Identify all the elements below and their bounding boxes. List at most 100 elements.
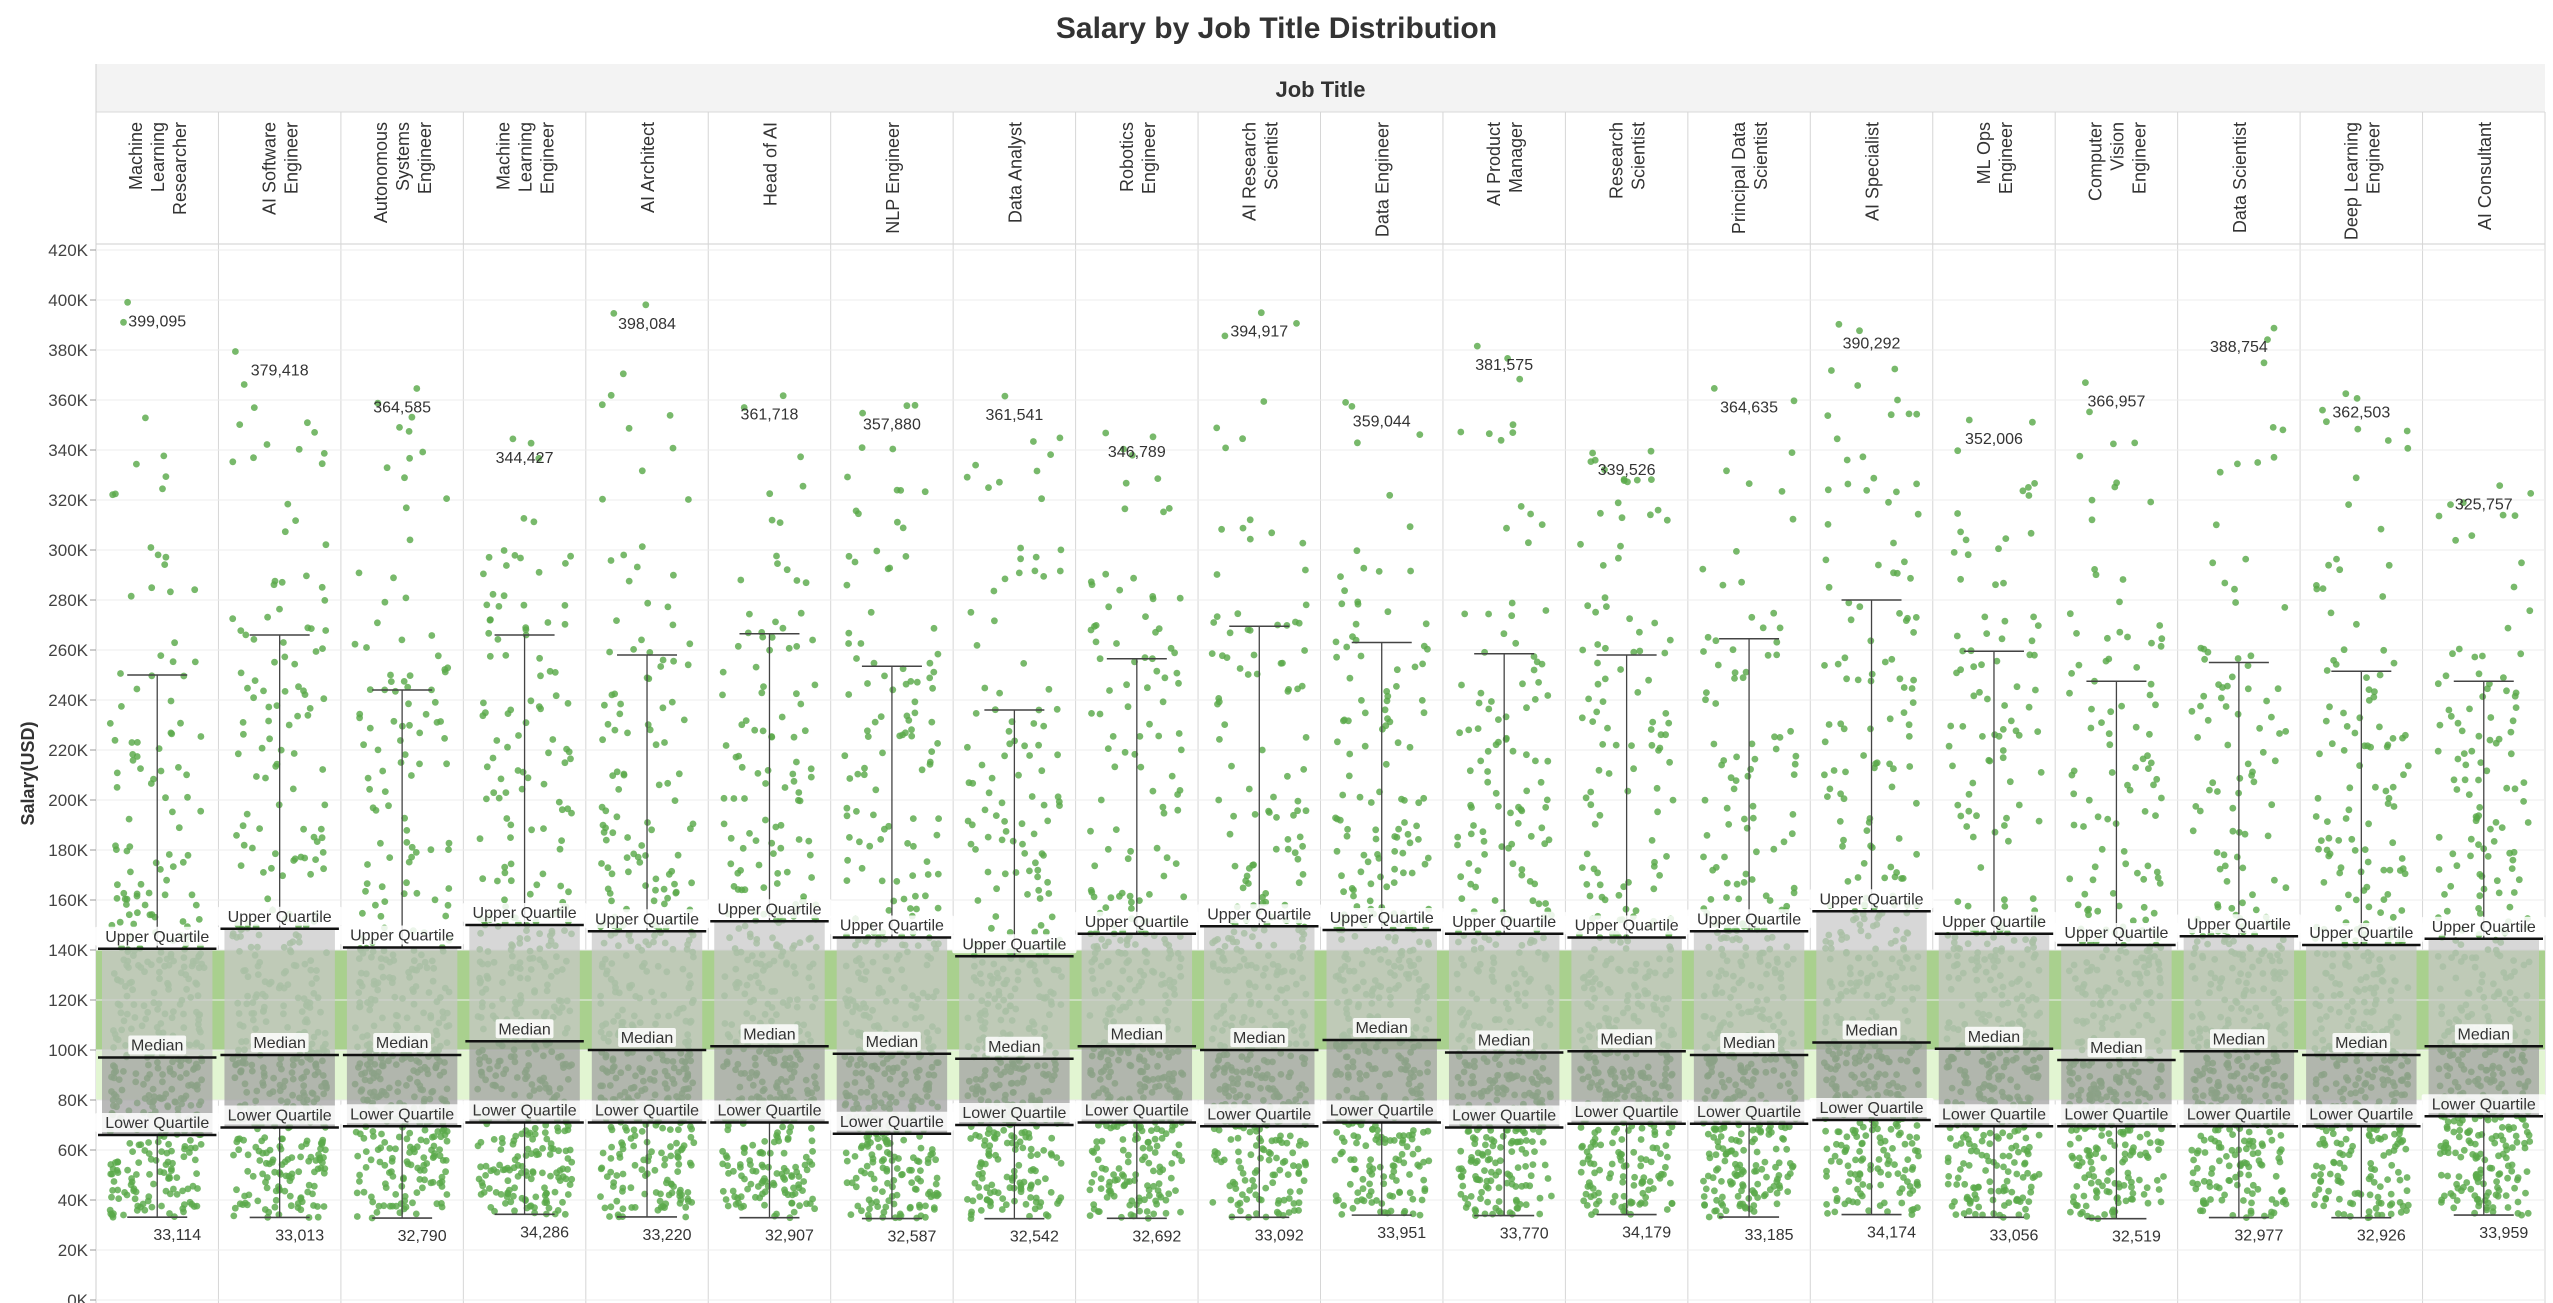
salary-point	[262, 1178, 269, 1186]
salary-point	[1211, 1148, 1219, 1155]
salary-point	[1483, 1134, 1490, 1141]
salary-point	[1245, 865, 1253, 872]
salary-point	[724, 1162, 731, 1170]
salary-point	[490, 789, 498, 797]
salary-point	[322, 541, 330, 549]
salary-point	[1234, 610, 1242, 618]
salary-point	[265, 717, 272, 725]
salary-point	[295, 445, 303, 453]
salary-point	[438, 1203, 446, 1211]
job-title-label: Autonomous	[371, 122, 391, 223]
salary-point	[1420, 794, 1428, 802]
salary-point	[115, 1195, 123, 1202]
salary-point	[609, 772, 617, 779]
salary-point	[1531, 696, 1539, 703]
salary-point	[1346, 674, 1354, 682]
salary-point	[1210, 619, 1218, 626]
salary-point	[405, 428, 413, 435]
salary-point	[671, 797, 679, 804]
salary-point	[1483, 1183, 1490, 1190]
salary-point	[1250, 1183, 1258, 1190]
salary-point	[648, 1148, 655, 1156]
salary-point	[669, 621, 677, 629]
salary-point	[535, 703, 543, 710]
salary-point	[477, 1191, 485, 1198]
salary-point	[152, 859, 160, 867]
salary-point	[967, 840, 975, 848]
salary-point	[240, 381, 248, 388]
salary-point	[1252, 1191, 1260, 1199]
salary-point	[495, 603, 503, 610]
salary-point	[738, 1172, 745, 1180]
salary-point	[1535, 900, 1543, 908]
salary-point	[1262, 898, 1270, 906]
salary-point	[1345, 772, 1353, 780]
salary-point	[1408, 869, 1416, 877]
salary-point	[1386, 491, 1394, 499]
salary-point	[1532, 757, 1539, 765]
salary-point	[1414, 1145, 1422, 1153]
salary-point	[113, 769, 121, 777]
salary-point	[318, 583, 326, 591]
salary-point	[659, 704, 667, 712]
salary-point	[1044, 817, 1052, 825]
salary-point	[158, 1148, 166, 1155]
salary-point	[403, 879, 410, 887]
salary-point	[797, 453, 804, 461]
salary-point	[1343, 643, 1351, 651]
salary-point	[664, 894, 671, 902]
salary-point	[852, 507, 860, 515]
salary-point	[1218, 525, 1225, 533]
salary-point	[406, 672, 414, 679]
salary-point	[254, 1197, 262, 1205]
salary-point	[141, 1206, 149, 1214]
salary-point	[783, 868, 791, 876]
salary-point	[1358, 697, 1365, 704]
salary-point	[1398, 1150, 1406, 1158]
salary-point	[416, 1176, 424, 1183]
salary-point	[1273, 814, 1280, 821]
salary-point	[1259, 1145, 1266, 1153]
salary-point	[724, 1202, 732, 1210]
salary-point	[1277, 1132, 1284, 1140]
salary-point	[1544, 1175, 1552, 1182]
salary-point	[988, 774, 996, 782]
salary-point	[777, 821, 785, 829]
salary-point	[1177, 1208, 1184, 1216]
salary-point	[1390, 879, 1398, 886]
salary-point	[557, 882, 565, 890]
salary-point	[558, 837, 565, 844]
salary-point	[1247, 1151, 1255, 1159]
salary-point	[1227, 1136, 1235, 1143]
salary-point	[556, 845, 564, 853]
salary-point	[1269, 1171, 1277, 1179]
salary-point	[1525, 539, 1532, 547]
salary-point	[300, 825, 307, 833]
salary-point	[230, 1212, 238, 1220]
salary-point	[1352, 620, 1360, 628]
salary-point	[1338, 872, 1345, 880]
salary-point	[1120, 1182, 1128, 1190]
salary-point	[166, 1210, 173, 1217]
salary-point	[445, 839, 453, 847]
salary-point	[120, 318, 127, 326]
salary-point	[597, 1165, 605, 1173]
salary-point	[801, 727, 809, 735]
salary-point	[885, 1197, 893, 1205]
salary-point	[1113, 640, 1120, 647]
salary-point	[1154, 475, 1162, 482]
salary-point	[179, 918, 187, 925]
salary-point	[386, 1202, 394, 1210]
salary-point	[740, 1149, 748, 1156]
salary-point	[793, 1168, 801, 1176]
salary-point	[562, 1175, 570, 1183]
salary-point	[1088, 581, 1096, 589]
salary-point	[245, 1191, 253, 1199]
salary-point	[188, 1200, 196, 1208]
salary-point	[234, 1135, 242, 1143]
salary-point	[1406, 743, 1414, 751]
salary-point	[627, 1184, 635, 1192]
salary-point	[392, 1191, 400, 1198]
salary-point	[744, 1185, 751, 1193]
salary-point	[507, 706, 515, 714]
